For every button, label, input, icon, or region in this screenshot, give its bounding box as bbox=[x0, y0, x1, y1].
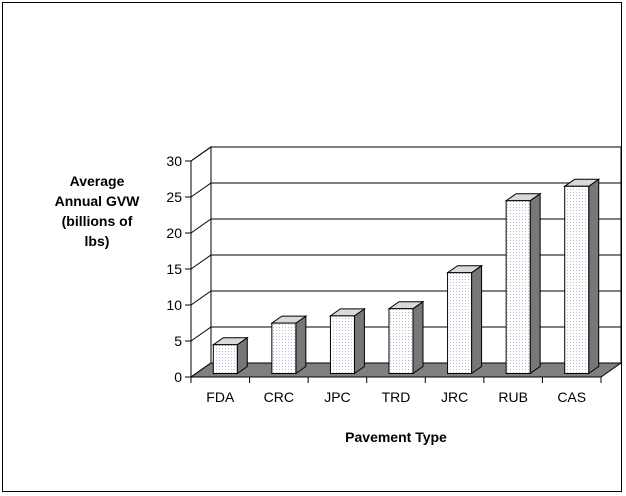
bar bbox=[270, 315, 308, 375]
bar-front bbox=[212, 344, 238, 375]
gridline bbox=[190, 146, 621, 162]
x-tick-labels: FDA CRC JPC TRD JRC RUB CAS bbox=[206, 389, 586, 405]
bar-side bbox=[295, 315, 307, 375]
bar-front bbox=[388, 308, 414, 375]
x-axis-title: Pavement Type bbox=[345, 429, 447, 445]
y-tick-label: 15 bbox=[166, 261, 182, 277]
x-tick-label: CAS bbox=[557, 389, 586, 405]
gridline bbox=[190, 254, 621, 270]
bar bbox=[504, 192, 542, 375]
y-axis-title-line: Annual GVW bbox=[55, 193, 141, 209]
bar-side bbox=[412, 300, 424, 375]
bar bbox=[211, 336, 249, 375]
y-tick-label: 25 bbox=[166, 189, 182, 205]
y-axis-title-line: (billions of bbox=[62, 213, 133, 229]
y-tick-label: 0 bbox=[174, 369, 182, 385]
bar bbox=[563, 178, 601, 375]
bar bbox=[328, 307, 367, 375]
gridline bbox=[190, 290, 621, 306]
bar-side bbox=[353, 307, 365, 375]
x-tick-label: TRD bbox=[382, 389, 411, 405]
bar-side bbox=[588, 178, 600, 375]
bar-chart: 0 5 10 15 20 25 30 FDA CRC JPC TRD JRC RUB CAS Pavem… bbox=[55, 146, 623, 445]
gridline bbox=[190, 218, 621, 234]
y-axis-title-line: Average bbox=[70, 173, 125, 189]
bar-front bbox=[271, 322, 297, 375]
x-tick-label: JPC bbox=[324, 389, 350, 405]
x-tick-label: FDA bbox=[206, 389, 235, 405]
y-axis-title-line: lbs) bbox=[85, 233, 110, 249]
bars bbox=[211, 178, 601, 375]
bar-front bbox=[564, 185, 590, 374]
y-tick-label: 10 bbox=[166, 297, 182, 313]
bar bbox=[387, 300, 425, 375]
bar-side bbox=[471, 264, 483, 375]
x-tick-label: JRC bbox=[441, 389, 468, 405]
bar-front bbox=[447, 272, 473, 375]
bar-side bbox=[529, 192, 541, 375]
y-tick-label: 20 bbox=[166, 225, 182, 241]
y-tick-labels: 0 5 10 15 20 25 30 bbox=[166, 153, 182, 385]
y-tick-label: 30 bbox=[166, 153, 182, 169]
bar-front bbox=[329, 315, 355, 374]
bar bbox=[445, 264, 484, 375]
y-tick-label: 5 bbox=[174, 333, 182, 349]
gridline bbox=[190, 326, 621, 342]
x-tick-label: CRC bbox=[264, 389, 294, 405]
bar-front bbox=[505, 200, 531, 374]
y-axis-title: Average Annual GVW (billions of lbs) bbox=[55, 173, 141, 249]
x-tick-label: RUB bbox=[498, 389, 528, 405]
gridlines bbox=[185, 146, 621, 378]
gridline bbox=[190, 182, 621, 198]
